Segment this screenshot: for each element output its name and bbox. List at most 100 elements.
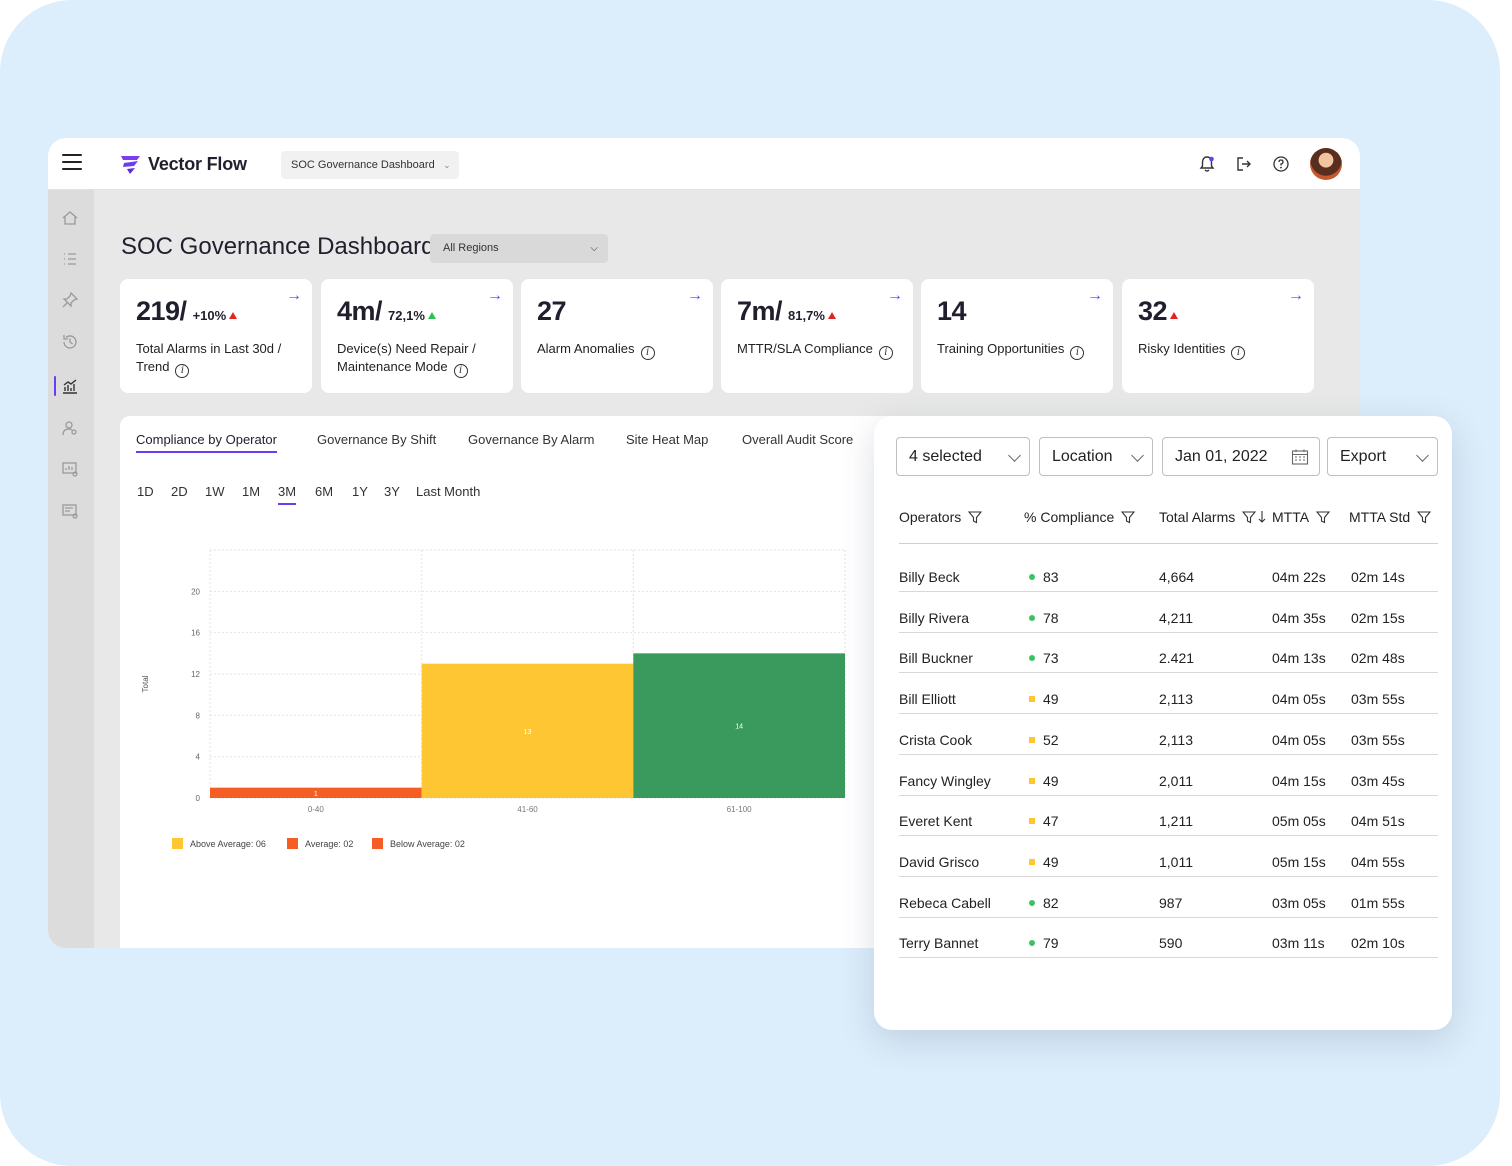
operator-name: Everet Kent (899, 813, 972, 829)
compliance-value: 82 (1043, 894, 1059, 911)
info-icon[interactable]: i (1231, 346, 1246, 360)
tab-governance-by-shift[interactable]: Governance By Shift (317, 432, 437, 447)
info-icon[interactable]: i (640, 346, 655, 360)
logout-icon[interactable] (1233, 153, 1255, 175)
column-header-total-alarms[interactable]: Total Alarms (1159, 509, 1266, 525)
kpi-card-mttr-sla[interactable]: 7m/81,7% MTTR/SLA Compliance i → (721, 279, 913, 393)
compliance-cell: 52 (1029, 732, 1059, 748)
report-icon[interactable] (60, 459, 80, 479)
list-icon[interactable] (60, 249, 80, 269)
range-3y[interactable]: 3Y (384, 484, 400, 499)
hamburger-menu-icon[interactable] (62, 154, 82, 172)
tab-governance-by-alarm[interactable]: Governance By Alarm (468, 432, 595, 447)
table-row[interactable]: Bill Elliott 49 2,113 04m 05s 03m 55s (899, 673, 1438, 715)
operator-name: Bill Elliott (899, 691, 956, 707)
sidebar-active-indicator (54, 376, 56, 396)
legend-label: Below Average: 02 (390, 838, 465, 849)
tab-overall-audit-score[interactable]: Overall Audit Score (742, 432, 854, 447)
table-row[interactable]: Billy Rivera 78 4,211 04m 35s 02m 15s (899, 592, 1438, 633)
kpi-card-alarm-anomalies[interactable]: 27 Alarm Anomalies i → (521, 279, 713, 393)
arrow-right-icon[interactable]: → (286, 287, 302, 304)
y-tick-label: 0 (196, 794, 201, 803)
filter-icon[interactable] (1316, 510, 1331, 524)
range-last-month[interactable]: Last Month (416, 484, 481, 499)
user-avatar[interactable] (1310, 148, 1342, 180)
operators-filter-select[interactable]: 4 selected (896, 437, 1030, 476)
help-icon[interactable] (1270, 153, 1292, 175)
mtta-std-cell: 03m 55s (1351, 731, 1405, 748)
compliance-value: 49 (1043, 853, 1059, 870)
table-row[interactable]: Crista Cook 52 2,113 04m 05s 03m 55s (899, 714, 1438, 755)
status-dot-green-icon (1029, 574, 1035, 580)
table-row[interactable]: Everet Kent 47 1,211 05m 05s 04m 51s (899, 795, 1438, 837)
column-header-compliance[interactable]: % Compliance (1024, 509, 1136, 525)
compliance-cell: 78 (1029, 610, 1059, 626)
trend-up-red-icon (229, 312, 238, 319)
legend-item-below-average: Below Average: 02 (372, 838, 465, 849)
region-select[interactable]: All Regions ⌵ (430, 234, 608, 263)
tab-site-heat-map[interactable]: Site Heat Map (626, 432, 709, 447)
table-row[interactable]: Terry Bannet 79 590 03m 11s 02m 10s (899, 917, 1438, 959)
arrow-right-icon[interactable]: → (887, 287, 903, 304)
compliance-cell: 49 (1029, 854, 1059, 870)
table-row[interactable]: Bill Buckner 73 2.421 04m 13s 02m 48s (899, 632, 1438, 674)
tab-compliance-by-operator[interactable]: Compliance by Operator (136, 432, 277, 453)
status-dot-yellow-icon (1029, 777, 1035, 784)
table-row[interactable]: Rebeca Cabell 82 987 03m 05s 01m 55s (899, 877, 1438, 918)
range-1d[interactable]: 1D (137, 484, 154, 499)
range-2d[interactable]: 2D (171, 484, 188, 499)
user-search-icon[interactable] (60, 418, 80, 438)
table-row[interactable]: David Grisco 49 1,011 05m 15s 04m 55s (899, 836, 1438, 877)
kpi-card-device-repair[interactable]: 4m/72,1% Device(s) Need Repair / Mainten… (321, 279, 513, 393)
kpi-card-total-alarms[interactable]: 219/ +10% Total Alarms in Last 30d / Tren… (120, 279, 312, 393)
filter-icon[interactable] (1121, 510, 1136, 524)
dashboard-select[interactable]: SOC Governance Dashboard ⌄ (281, 151, 459, 179)
kpi-card-training[interactable]: 14 Training Opportunities i → (921, 279, 1113, 393)
range-1w[interactable]: 1W (205, 484, 225, 499)
total-alarms-cell: 2.421 (1159, 650, 1195, 667)
arrow-right-icon[interactable]: → (687, 287, 703, 304)
analytics-icon[interactable] (60, 376, 80, 396)
calendar-icon[interactable] (1291, 448, 1309, 466)
info-icon[interactable]: i (175, 364, 190, 378)
date-picker[interactable]: Jan 01, 2022 (1162, 437, 1320, 476)
kpi-card-risky-identities[interactable]: 32 Risky Identities i → (1122, 279, 1314, 393)
kpi-label: Total Alarms in Last 30d / Trend (136, 341, 282, 374)
column-header-operators[interactable]: Operators (899, 509, 983, 525)
brand-name: Vector Flow (148, 154, 247, 174)
table-row[interactable]: Billy Beck 83 4,664 04m 22s 02m 14s (899, 551, 1438, 592)
info-icon[interactable]: i (878, 346, 893, 360)
legend-item-above-average: Above Average: 06 (172, 838, 266, 849)
compliance-cell: 49 (1029, 773, 1059, 789)
mtta-cell: 03m 05s (1272, 894, 1326, 911)
column-header-mtta-std[interactable]: MTTA Std (1349, 509, 1432, 525)
range-3m[interactable]: 3M (278, 484, 297, 505)
filter-icon[interactable] (1417, 510, 1432, 524)
pin-icon[interactable] (60, 290, 80, 310)
billing-icon[interactable] (60, 501, 80, 521)
location-select[interactable]: Location (1039, 437, 1153, 476)
y-tick-label: 12 (191, 670, 200, 679)
export-select[interactable]: Export (1327, 437, 1438, 476)
arrow-right-icon[interactable]: → (1288, 287, 1304, 304)
bell-icon[interactable] (1196, 153, 1218, 175)
range-1m[interactable]: 1M (242, 484, 261, 499)
arrow-right-icon[interactable]: → (487, 287, 503, 304)
total-alarms-cell: 987 (1159, 894, 1183, 911)
info-icon[interactable]: i (1070, 346, 1085, 360)
info-icon[interactable]: i (453, 364, 468, 378)
filter-icon[interactable] (1242, 510, 1257, 524)
operator-name: Fancy Wingley (899, 773, 991, 789)
range-6m[interactable]: 6M (315, 484, 334, 499)
home-icon[interactable] (60, 208, 80, 228)
filter-icon[interactable] (968, 510, 983, 524)
history-icon[interactable] (60, 332, 80, 352)
arrow-right-icon[interactable]: → (1087, 287, 1103, 304)
column-header-mtta[interactable]: MTTA (1272, 509, 1331, 525)
legend-label: Average: 02 (305, 838, 354, 849)
kpi-label: Device(s) Need Repair / Maintenance Mode (337, 341, 476, 374)
range-1y[interactable]: 1Y (352, 484, 368, 499)
column-header-label: MTTA (1272, 509, 1310, 525)
table-row[interactable]: Fancy Wingley 49 2,011 04m 15s 03m 45s (899, 755, 1438, 796)
sort-down-icon[interactable] (1258, 510, 1266, 524)
